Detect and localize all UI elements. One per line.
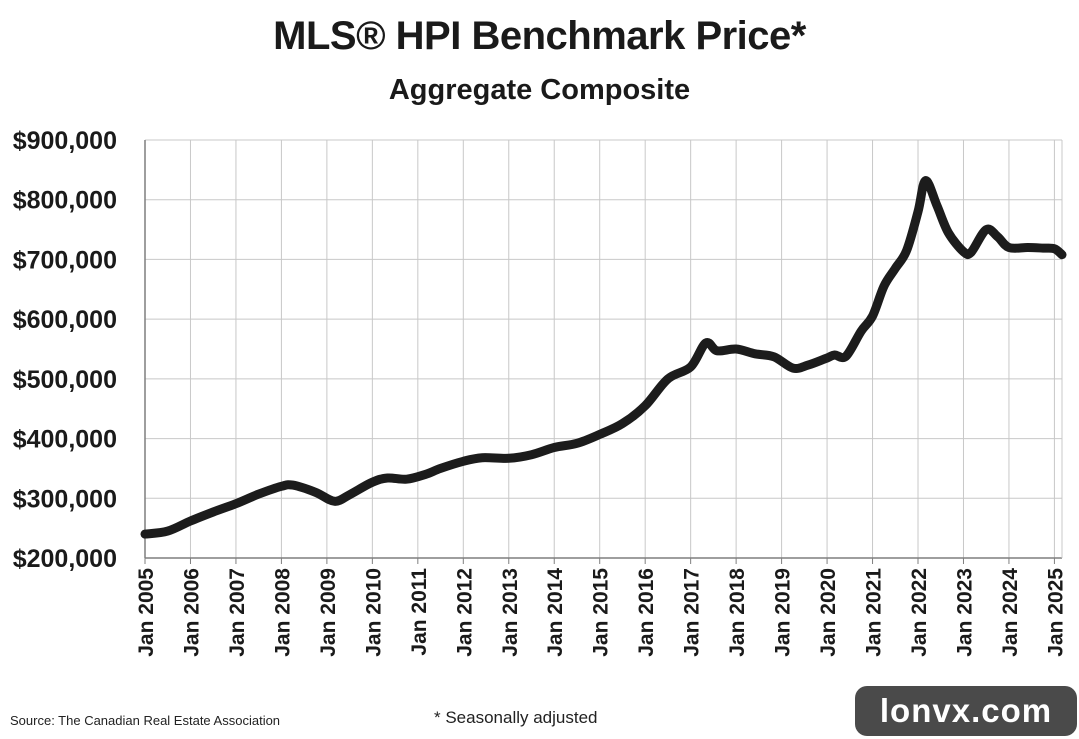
- x-tick-label: Jan 2014: [544, 568, 567, 657]
- x-tick-label: Jan 2012: [453, 568, 476, 657]
- y-tick-label: $500,000: [13, 366, 117, 394]
- x-tick-label: Jan 2025: [1044, 568, 1067, 657]
- chart-title: MLS® HPI Benchmark Price*: [273, 14, 806, 58]
- x-tick-label: Jan 2018: [726, 568, 749, 657]
- series-layer: [140, 176, 1067, 539]
- x-tick-label: Jan 2006: [180, 568, 203, 657]
- x-tick-label: Jan 2011: [408, 568, 431, 656]
- x-tick-label: Jan 2009: [317, 568, 340, 657]
- x-tick-label: Jan 2023: [953, 568, 976, 657]
- chart-subtitle: Aggregate Composite: [388, 74, 691, 106]
- footnote: * Seasonally adjusted: [434, 708, 598, 727]
- x-tick-label: Jan 2016: [635, 568, 658, 657]
- y-tick-label: $300,000: [13, 485, 117, 513]
- y-tick-label: $600,000: [13, 306, 117, 334]
- y-tick-label: $800,000: [13, 187, 117, 215]
- x-tick-label: Jan 2020: [817, 568, 840, 657]
- x-tick-label: Jan 2024: [999, 568, 1022, 657]
- x-tick-label: Jan 2021: [863, 568, 886, 657]
- x-tick-label: Jan 2013: [499, 568, 522, 657]
- y-tick-label: $900,000: [13, 127, 117, 155]
- x-tick-label: Jan 2008: [271, 568, 294, 657]
- x-tick-labels: Jan 2005 Jan 2006 Jan 2007 Jan 2008 Jan 2009…: [135, 568, 1067, 657]
- x-tick-label: Jan 2019: [772, 568, 795, 657]
- y-tick-labels: $200,000 $300,000 $400,000 $500,000 $600,000…: [13, 127, 117, 573]
- x-tick-label: Jan 2022: [908, 568, 931, 657]
- watermark-logo: lonvx.com: [855, 686, 1077, 736]
- y-tick-label: $700,000: [13, 246, 117, 274]
- y-tick-label: $400,000: [13, 426, 117, 454]
- x-tick-label: Jan 2005: [135, 568, 158, 657]
- x-tick-label: Jan 2010: [362, 568, 385, 657]
- axes: [144, 140, 1063, 564]
- x-tick-label: Jan 2007: [226, 568, 249, 657]
- x-tick-label: Jan 2017: [681, 568, 704, 657]
- y-tick-label: $200,000: [13, 545, 117, 573]
- x-tick-label: Jan 2015: [590, 568, 613, 657]
- grid: [144, 139, 1062, 559]
- source-note: Source: The Canadian Real Estate Associa…: [10, 713, 281, 728]
- series-line: [140, 176, 1067, 539]
